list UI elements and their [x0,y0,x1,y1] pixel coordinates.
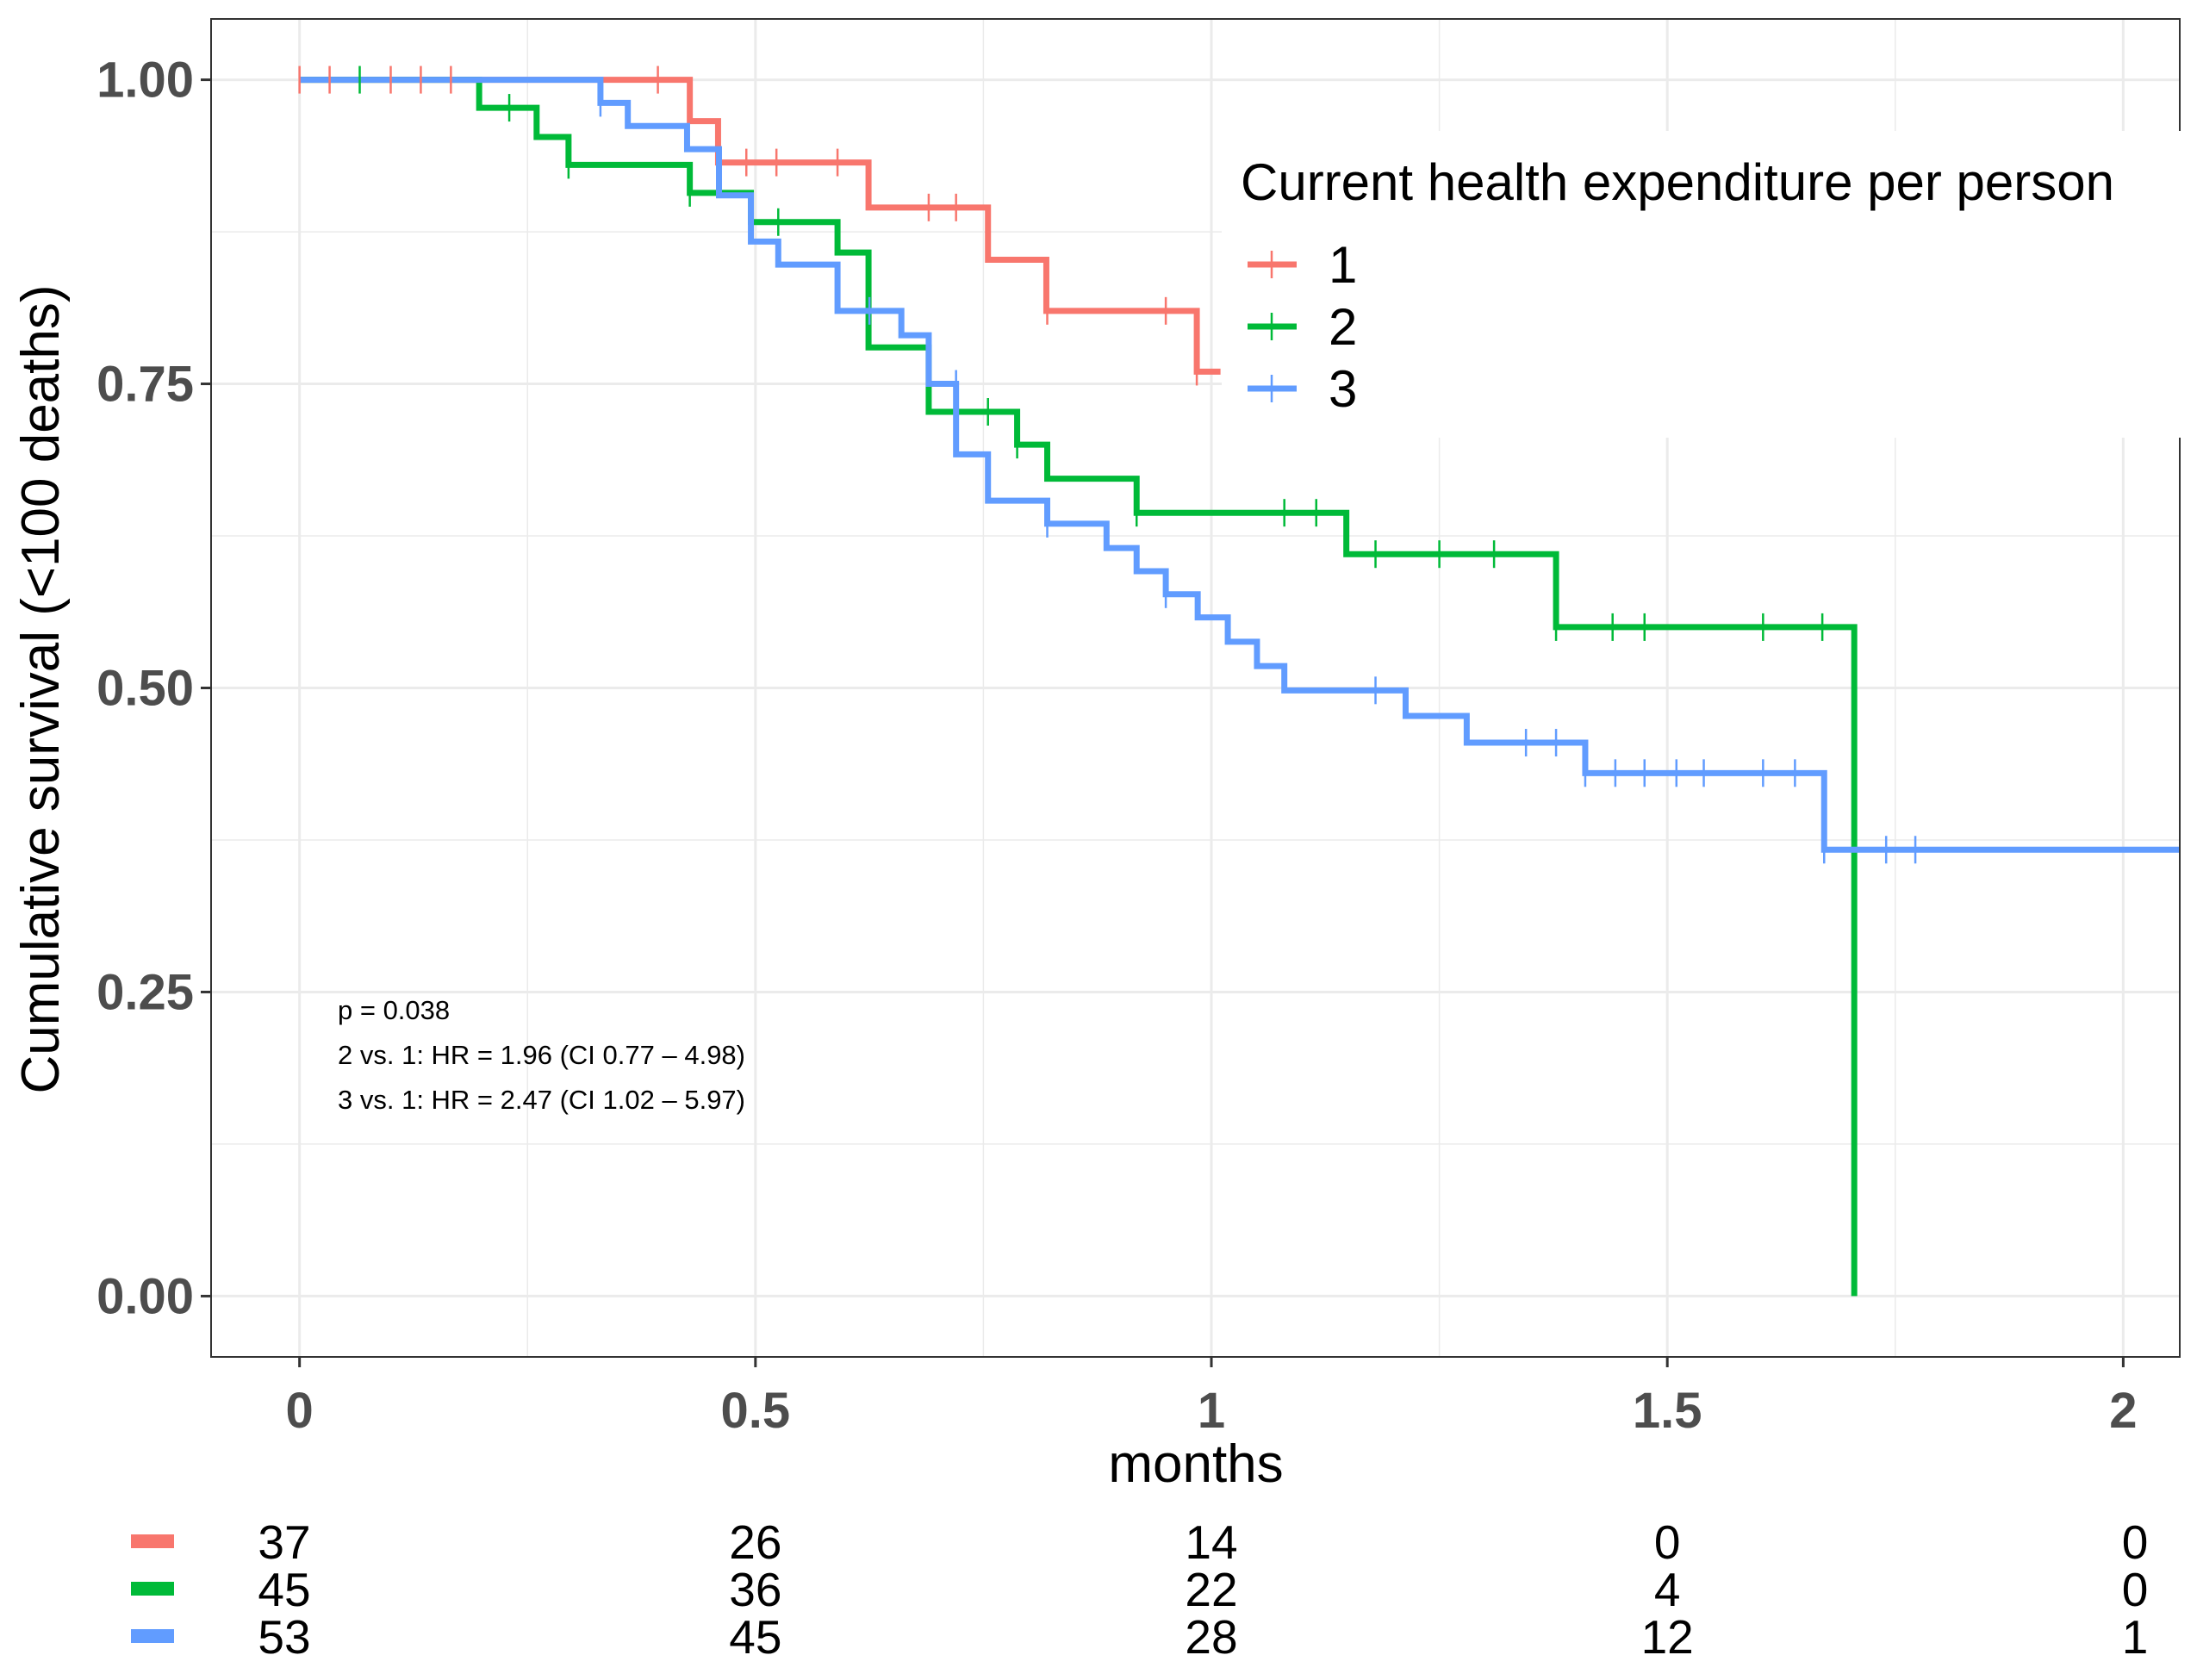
legend-label-3: 3 [1329,360,1357,418]
x-tick-label-4: 2 [2109,1383,2137,1439]
risk-count-0-0: 37 [258,1515,310,1569]
risk-count-1-2: 22 [1185,1563,1237,1616]
censor-marks [298,65,1917,864]
risk-count-0-3: 0 [1654,1515,1681,1569]
risk-count-1-3: 4 [1654,1563,1681,1616]
series-2-curve [299,77,1858,1297]
risk-table: 37 26 14 0 045 36 22 4 053 45 28 12 1 [131,1515,2148,1664]
x-tick-label-2: 1 [1198,1383,1225,1439]
risk-count-0-4: 0 [2122,1515,2149,1569]
risk-count-1-4: 0 [2122,1563,2149,1616]
y-tick-label-3: 0.75 [96,357,194,413]
risk-row-swatch-2 [131,1629,174,1643]
y-axis-ticks: 0.00 0.25 0.50 0.75 1.00 [96,53,211,1324]
y-axis-title: Cumulative survival (<100 deaths) [11,284,71,1093]
risk-count-1-1: 36 [729,1563,781,1616]
risk-count-2-4: 1 [2122,1610,2149,1664]
legend-keys: 123 [1248,236,1357,418]
annotation-0: p = 0.038 [338,995,450,1025]
legend-background [1222,131,2197,438]
risk-row-swatch-0 [131,1534,174,1548]
legend-label-1: 1 [1329,236,1357,294]
annotation-1: 2 vs. 1: HR = 1.96 (CI 0.77 – 4.98) [338,1040,745,1070]
y-tick-label-1: 0.25 [96,964,194,1020]
x-axis-ticks: 0 0.5 1 1.5 2 [286,1357,2138,1439]
y-tick-label-0: 0.00 [96,1268,194,1324]
risk-count-0-2: 14 [1185,1515,1237,1569]
y-tick-label-4: 1.00 [96,53,194,109]
annotation-2: 3 vs. 1: HR = 2.47 (CI 1.02 – 5.97) [338,1085,745,1115]
x-tick-label-3: 1.5 [1633,1383,1702,1439]
risk-count-2-2: 28 [1185,1610,1237,1664]
risk-count-2-3: 12 [1641,1610,1694,1664]
risk-count-0-1: 26 [729,1515,781,1569]
risk-count-2-1: 45 [729,1610,781,1664]
risk-count-2-0: 53 [258,1610,310,1664]
y-tick-label-2: 0.50 [96,661,194,717]
x-tick-label-0: 0 [286,1383,314,1439]
risk-row-swatch-1 [131,1582,174,1596]
legend-title: Current health expenditure per person [1241,153,2114,211]
legend: Current health expenditure per person 12… [1222,131,2197,438]
x-tick-label-1: 0.5 [721,1383,791,1439]
legend-label-2: 2 [1329,298,1357,356]
hazard-ratio-annotations: p = 0.038 2 vs. 1: HR = 1.96 (CI 0.77 – 4… [338,995,745,1115]
risk-count-1-0: 45 [258,1563,310,1616]
x-axis-title: months [1108,1434,1283,1494]
